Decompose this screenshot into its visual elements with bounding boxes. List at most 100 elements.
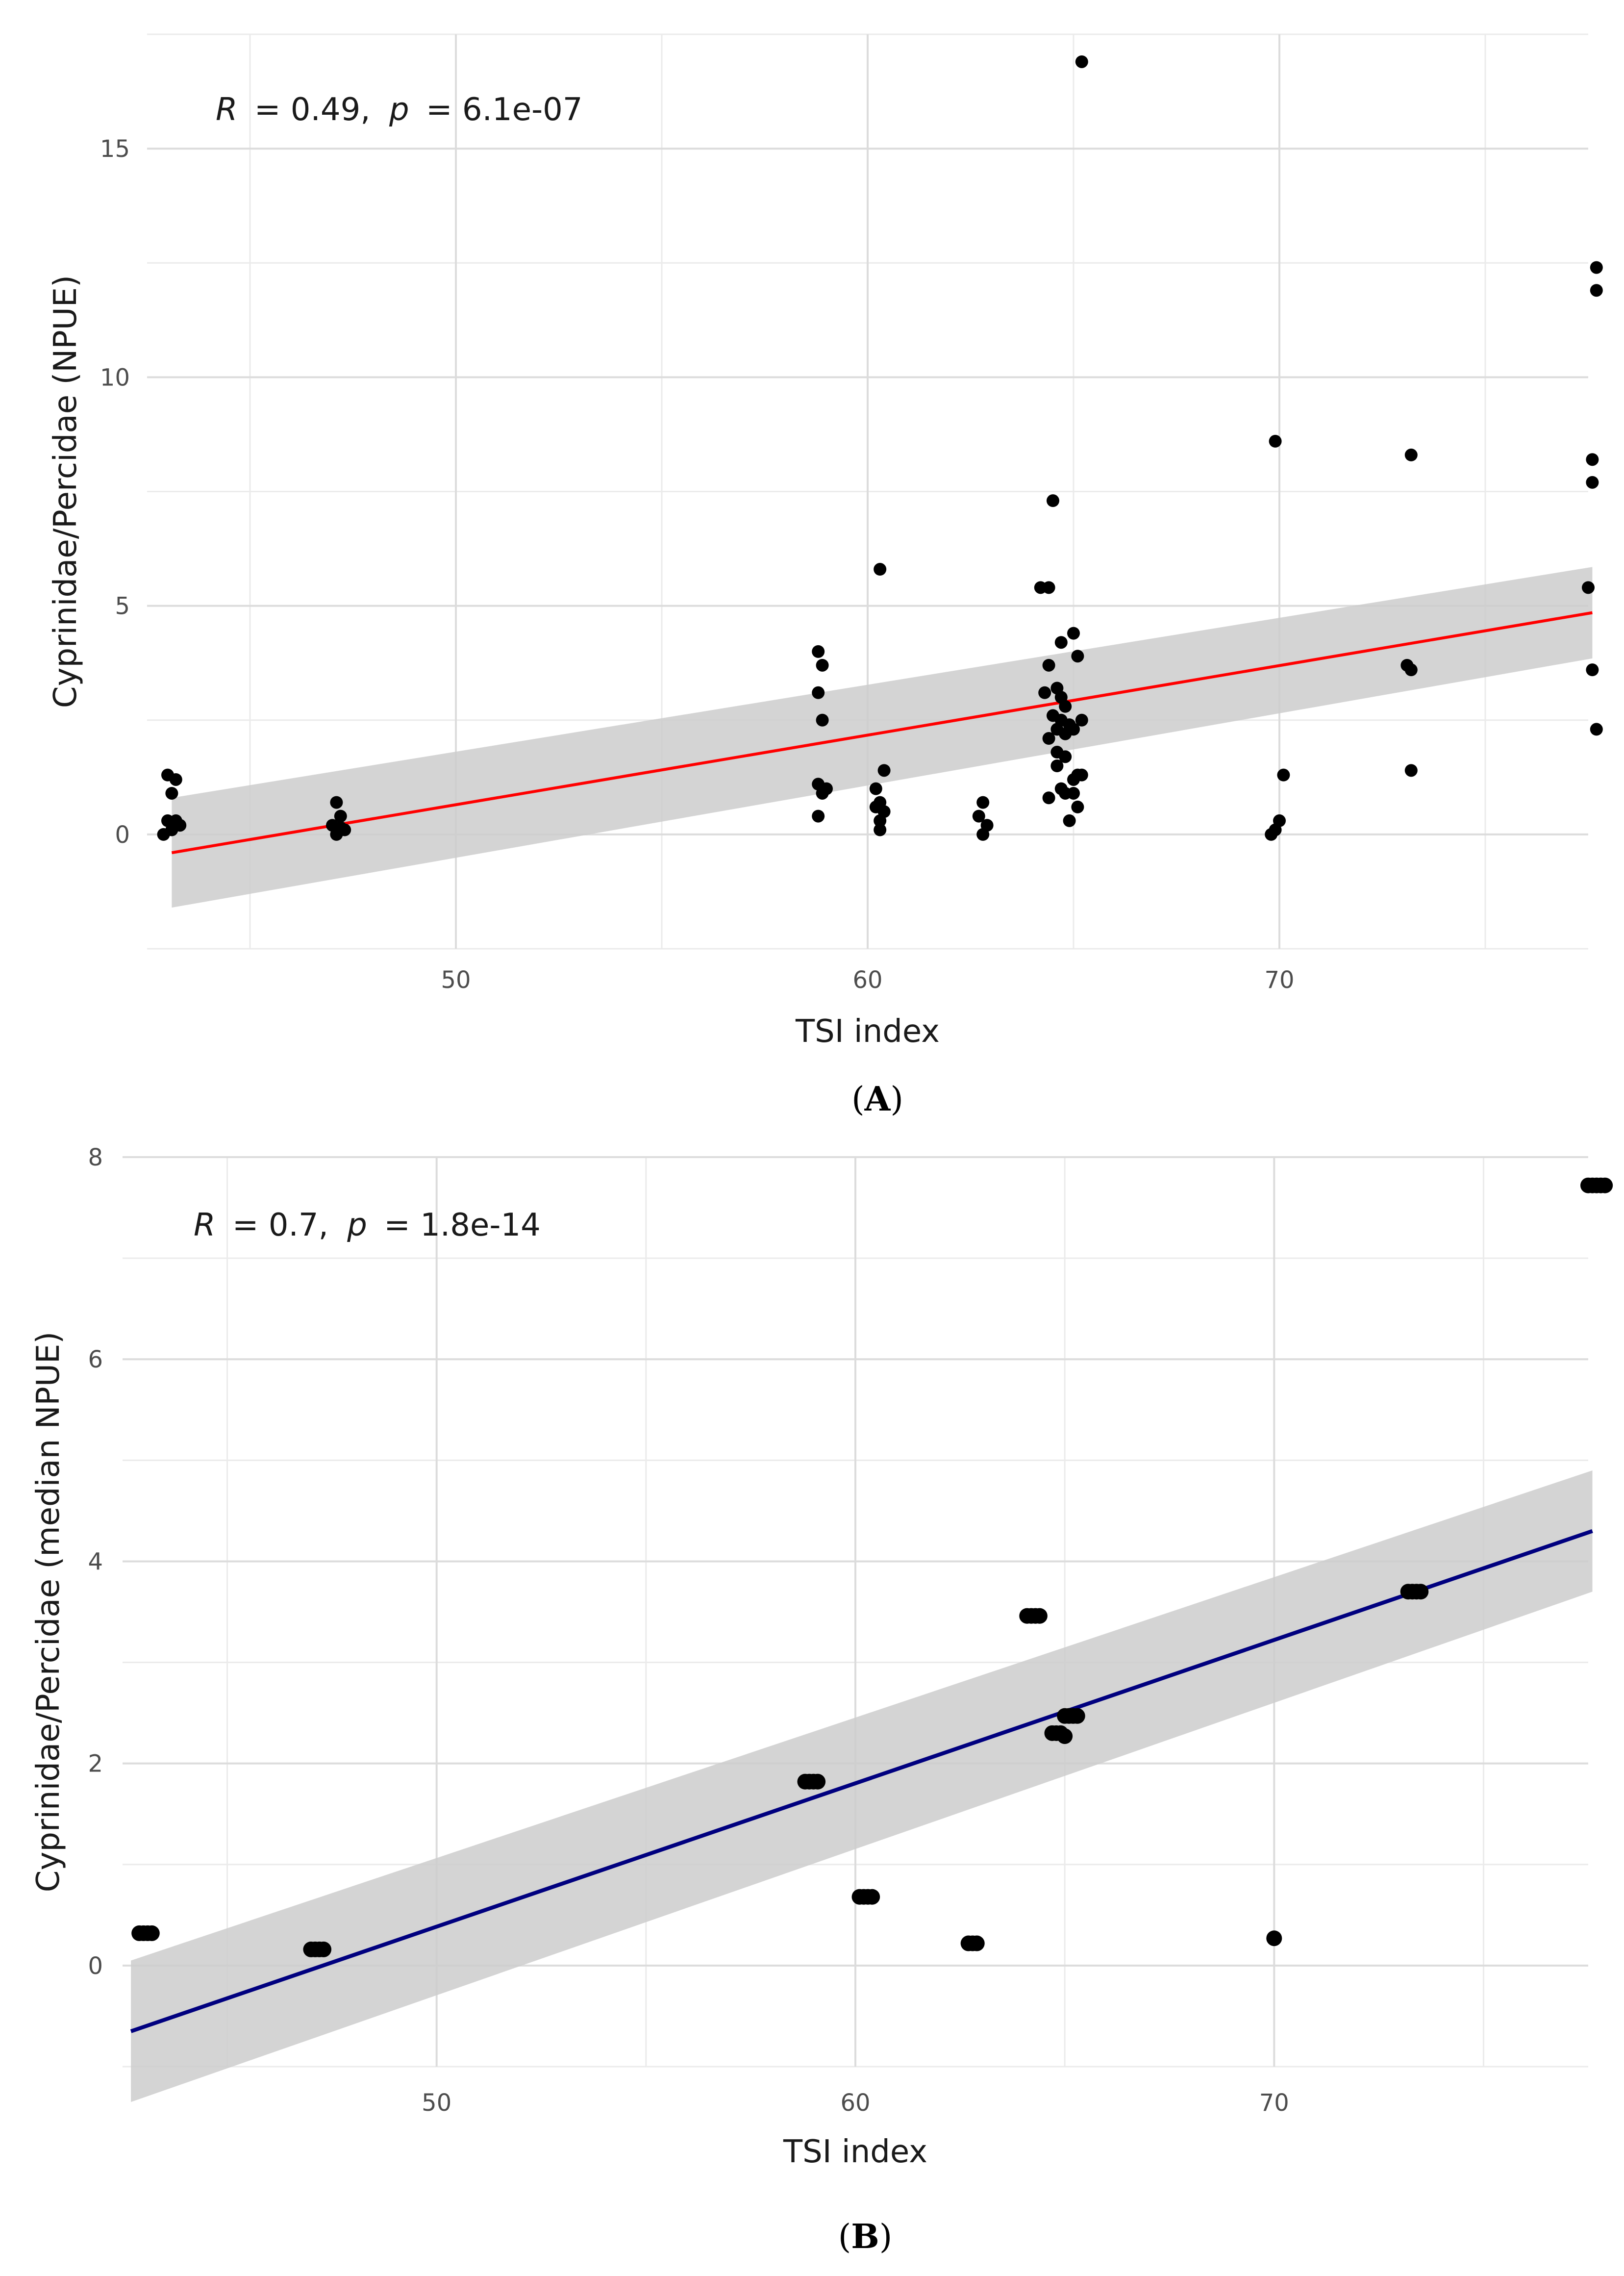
panel-b-data-point (864, 1889, 880, 1905)
panel-b-r-value: = 0.7, (232, 1207, 328, 1243)
panel-a-data-point (169, 773, 182, 786)
panel-b-p-value: = 1.8e-14 (384, 1207, 541, 1243)
panel-a-data-point (1067, 723, 1080, 736)
panel-a-y-tick-label: 5 (115, 593, 130, 620)
panel-b-x-tick-label: 70 (1259, 2089, 1289, 2117)
panel-a-data-point (1277, 768, 1290, 782)
panel-a-r-value: = 0.49, (254, 92, 371, 128)
panel-b-x-axis-title: TSI index (783, 2134, 927, 2170)
panel-b-x-tick-label: 60 (840, 2089, 870, 2117)
panel-a-data-point (1404, 448, 1418, 461)
panel-a-data-point (976, 796, 990, 809)
panel-a-data-point (1586, 663, 1599, 677)
panel-a-data-point (869, 782, 882, 795)
panel-b-data-point (1266, 1930, 1282, 1947)
panel-a-data-point (1404, 663, 1418, 677)
panel-a-data-point (1071, 800, 1084, 813)
panel-a-data-point (869, 800, 882, 813)
panel-a-data-point (816, 713, 829, 727)
panel-b-data-point (1069, 1708, 1085, 1724)
panel-a-data-point (1054, 636, 1068, 649)
panel-a-data-point (812, 686, 825, 699)
panel-b-points (131, 1177, 1613, 1957)
panel-a-data-point (1042, 791, 1055, 805)
panel-a-y-tick-labels: 0 5 10 15 (100, 135, 130, 849)
panel-a-x-tick-label: 50 (441, 966, 471, 994)
panel-a-data-point (1075, 713, 1088, 727)
panel-b-data-point (810, 1773, 826, 1790)
panel-a-data-point (1038, 686, 1051, 699)
panel-a-data-point (877, 764, 891, 777)
panel-b-y-tick-label: 8 (88, 1144, 103, 1171)
panel-b-x-tick-labels: 50 60 70 (422, 2089, 1289, 2117)
panel-b-regression-line (130, 1529, 1593, 2033)
panel-a-data-point (1050, 759, 1064, 772)
panel-b-y-tick-label: 0 (88, 1952, 103, 1980)
panel-a: 50 60 70 0 5 10 15 TSI index Cyprinidae/Perci… (48, 33, 1603, 1119)
panel-a-data-point (1075, 55, 1088, 68)
panel-a-data-point (1042, 732, 1055, 745)
panel-a-caption-letter: A (864, 1080, 891, 1119)
panel-a-data-point (1042, 581, 1055, 594)
panel-a-data-point (157, 828, 170, 841)
panel-a-data-point (1067, 786, 1080, 800)
panel-a-data-point (874, 563, 887, 576)
panel-a-data-point (816, 786, 829, 800)
panel-b-data-point (969, 1935, 985, 1951)
panel-a-data-point (1042, 658, 1055, 672)
panel-a-x-tick-label: 70 (1264, 966, 1294, 994)
panel-b-y-axis-title: Cyprinidae/Percidae (median NPUE) (30, 1332, 67, 1892)
panel-b-data-point (1057, 1728, 1073, 1745)
panel-a-data-point (812, 645, 825, 658)
panel-b-r-symbol: R (194, 1207, 215, 1243)
panel-a-data-point (1582, 581, 1595, 594)
panel-a-data-point (1590, 723, 1603, 736)
panel-a-r-symbol: R (216, 92, 237, 128)
panel-b-p-symbol: p (347, 1207, 367, 1243)
panel-b-y-tick-label: 4 (88, 1548, 103, 1575)
panel-b-correlation-annotation: R = 0.7, p = 1.8e-14 (194, 1207, 541, 1243)
panel-b-x-tick-label: 50 (422, 2089, 451, 2117)
panel-a-data-point (1071, 650, 1084, 663)
panel-a-data-point (874, 814, 887, 827)
panel-a-data-point (1047, 494, 1059, 507)
panel-a-correlation-annotation: R = 0.49, p = 6.1e-07 (216, 92, 583, 128)
panel-a-y-tick-label: 15 (100, 135, 130, 163)
panel-a-x-axis-title: TSI index (795, 1013, 940, 1050)
panel-b-caption: (B) (838, 2217, 893, 2256)
panel-b-data-point (1413, 1584, 1429, 1600)
panel-b-confidence-band (131, 1470, 1593, 2102)
panel-b-y-tick-labels: 0 2 4 6 8 (88, 1144, 103, 1980)
panel-a-regression-line (171, 611, 1593, 855)
panel-a-data-point (1059, 750, 1072, 763)
panel-a-points (157, 55, 1603, 841)
panel-b: 50 60 70 0 2 4 6 8 TSI index Cyprinidae/Percid… (30, 1144, 1613, 2256)
panel-b-data-point (1031, 1608, 1048, 1624)
panel-b-data-point (316, 1941, 332, 1957)
panel-b-data-point (1597, 1177, 1613, 1193)
panel-a-data-point (1269, 434, 1282, 448)
panel-a-data-point (330, 796, 343, 809)
panel-a-data-point (874, 823, 887, 836)
panel-a-data-point (1059, 700, 1072, 713)
panel-a-data-point (976, 828, 990, 841)
panel-a-p-symbol: p (389, 92, 409, 128)
panel-a-confidence-band (172, 567, 1593, 908)
panel-a-data-point (1404, 764, 1418, 777)
panel-a-data-point (1590, 284, 1603, 297)
panel-a-data-point (1067, 627, 1080, 640)
panel-a-data-point (1063, 814, 1076, 827)
panel-a-data-point (1586, 453, 1599, 466)
panel-a-data-point (972, 809, 985, 823)
panel-a-data-point (1075, 768, 1088, 782)
panel-b-y-tick-label: 6 (88, 1346, 103, 1373)
panel-a-p-value: = 6.1e-07 (426, 92, 583, 128)
panel-b-caption-letter: B (851, 2217, 879, 2256)
panel-a-data-point (812, 809, 825, 823)
panel-a-data-point (1586, 476, 1599, 489)
panel-a-data-point (169, 814, 182, 827)
panel-a-data-point (165, 786, 178, 800)
panel-a-data-point (1265, 828, 1278, 841)
panel-a-data-point (334, 809, 347, 823)
